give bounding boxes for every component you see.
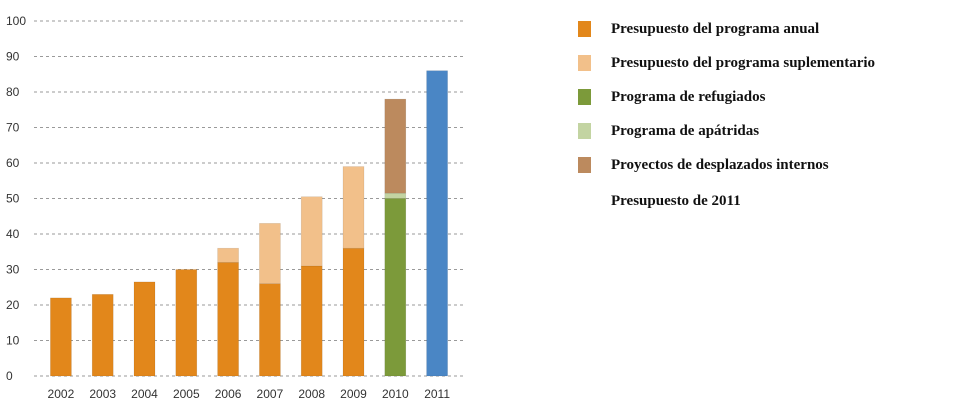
y-tick-label: 60	[6, 156, 20, 170]
bar-segment-2002-0	[50, 297, 72, 377]
x-tick-label: 2009	[340, 387, 367, 401]
bar-segment-2010-3	[384, 192, 407, 199]
bar-segment-2005-0	[175, 269, 198, 377]
x-tick-label: 2004	[131, 387, 158, 401]
bar-segment-2006-0	[217, 262, 239, 377]
y-tick-label: 0	[6, 369, 13, 383]
legend-label-idp: Proyectos de desplazados internos	[611, 156, 829, 173]
legend-item-annual: Presupuesto del programa anual	[578, 16, 819, 42]
y-tick-label: 90	[6, 50, 20, 64]
legend-swatch-stateless	[578, 123, 591, 139]
legend-swatch-idp	[578, 157, 591, 173]
x-tick-label: 2008	[298, 387, 325, 401]
x-axis-ticks: 2002 2003 2004 2005 2006 2007 2008 2009 2010 2011	[48, 387, 451, 401]
legend-swatch-annual	[578, 21, 591, 37]
y-tick-label: 80	[6, 85, 20, 99]
legend-label-supplementary: Presupuesto del programa suplementario	[611, 54, 876, 71]
bar-segment-2009-1	[342, 166, 365, 249]
y-tick-label: 100	[6, 14, 26, 28]
bar-segment-2008-1	[300, 196, 323, 267]
y-tick-label: 30	[6, 263, 20, 277]
bar-segment-2003-0	[91, 294, 114, 377]
bar-segment-2009-0	[342, 247, 365, 377]
x-tick-label: 2006	[215, 387, 242, 401]
y-tick-label: 10	[6, 334, 20, 348]
legend-item-supplementary: Presupuesto del programa suplementario	[578, 50, 875, 76]
x-tick-label: 2010	[382, 387, 409, 401]
legend-item-refugees: Programa de refugiados	[578, 84, 765, 110]
legend-label-annual: Presupuesto del programa anual	[611, 20, 820, 37]
legend-item-stateless: Programa de apátridas	[578, 118, 759, 144]
bar-segment-2004-0	[133, 281, 156, 377]
bar-segment-2007-0	[259, 283, 281, 377]
legend-label-refugees: Programa de refugiados	[611, 88, 766, 105]
legend-swatch-supplementary	[578, 55, 591, 71]
x-tick-label: 2002	[48, 387, 75, 401]
bar-segment-2010-2	[384, 198, 407, 377]
y-axis-ticks: 0 10 20 30 40 50 60 70 80 90 100	[6, 14, 26, 383]
bar-segment-2008-0	[300, 265, 323, 377]
bars	[50, 70, 448, 377]
legend-item-2011-budget: Presupuesto de 2011	[578, 188, 741, 214]
y-tick-label: 50	[6, 192, 20, 206]
x-tick-label: 2007	[257, 387, 284, 401]
legend-swatch-refugees	[578, 89, 591, 105]
bar-segment-2011-5	[426, 70, 448, 377]
y-tick-label: 70	[6, 121, 20, 135]
bar-segment-2006-1	[217, 247, 239, 263]
y-tick-label: 20	[6, 298, 20, 312]
bar-segment-2007-1	[259, 223, 281, 285]
legend-item-idp: Proyectos de desplazados internos	[578, 152, 829, 178]
legend-label-2011-budget: Presupuesto de 2011	[611, 192, 741, 209]
x-tick-label: 2003	[89, 387, 116, 401]
y-tick-label: 40	[6, 227, 20, 241]
legend-label-stateless: Programa de apátridas	[611, 122, 760, 139]
x-tick-label: 2011	[424, 387, 450, 401]
bar-segment-2010-4	[384, 98, 407, 194]
x-tick-label: 2005	[173, 387, 200, 401]
